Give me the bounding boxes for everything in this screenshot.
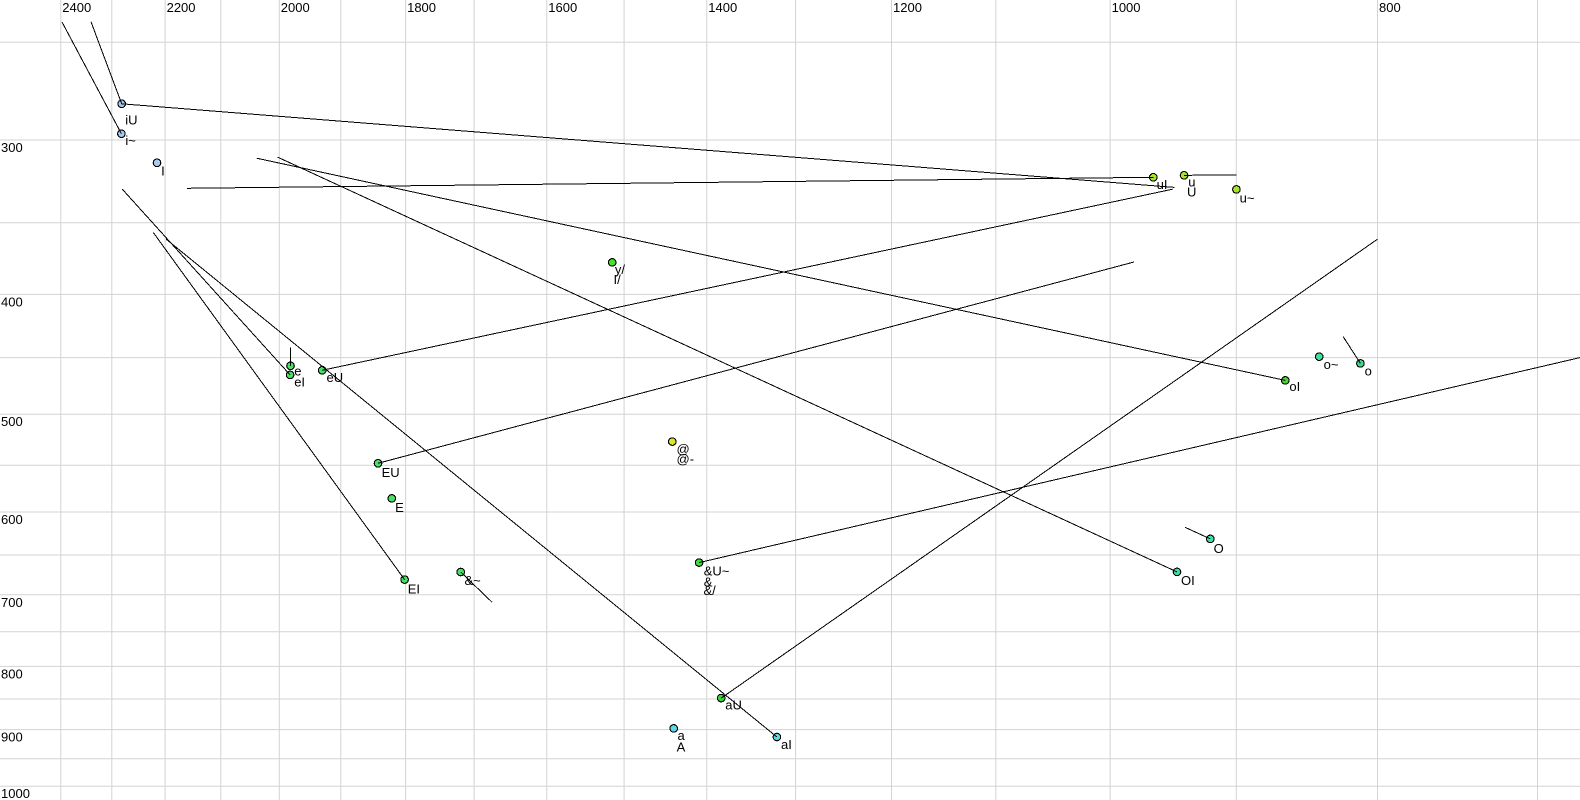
svg-text:&: &: [704, 574, 713, 589]
svg-text:2200: 2200: [167, 0, 196, 15]
svg-text:1000: 1000: [1, 786, 30, 800]
svg-text:&~: &~: [465, 573, 482, 588]
svg-text:@: @: [677, 442, 690, 457]
svg-text:800: 800: [1379, 0, 1401, 15]
svg-text:1800: 1800: [407, 0, 436, 15]
svg-text:800: 800: [1, 666, 23, 681]
svg-text:1600: 1600: [548, 0, 577, 15]
svg-text:a: a: [678, 728, 686, 743]
svg-text:i~: i~: [125, 133, 136, 148]
svg-text:1000: 1000: [1112, 0, 1141, 15]
svg-text:EI: EI: [408, 582, 420, 597]
svg-text:&U~: &U~: [704, 564, 730, 579]
svg-text:e: e: [294, 364, 301, 379]
svg-text:iU: iU: [125, 113, 137, 128]
svg-text:uI: uI: [1157, 177, 1168, 192]
svg-text:500: 500: [1, 414, 23, 429]
svg-text:u~: u~: [1240, 191, 1255, 206]
svg-text:I/: I/: [614, 272, 622, 287]
svg-text:O: O: [1214, 541, 1224, 556]
svg-text:eI: eI: [294, 374, 305, 389]
svg-text:u: u: [1188, 174, 1195, 189]
svg-text:@-: @-: [677, 451, 695, 466]
svg-text:900: 900: [1, 730, 23, 745]
svg-text:o~: o~: [1324, 357, 1339, 372]
svg-text:A: A: [677, 740, 686, 755]
svg-text:eU: eU: [327, 370, 344, 385]
svg-text:aI: aI: [781, 737, 792, 752]
svg-text:1400: 1400: [708, 0, 737, 15]
svg-text:2000: 2000: [281, 0, 310, 15]
svg-text:U: U: [1187, 185, 1196, 200]
svg-text:y/: y/: [615, 262, 626, 277]
svg-text:2400: 2400: [62, 0, 91, 15]
svg-text:E: E: [395, 500, 404, 515]
svg-text:600: 600: [1, 512, 23, 527]
svg-text:aU: aU: [725, 698, 742, 713]
svg-text:700: 700: [1, 595, 23, 610]
svg-text:&/: &/: [704, 583, 717, 598]
svg-text:300: 300: [1, 140, 23, 155]
svg-text:400: 400: [1, 294, 23, 309]
svg-text:EU: EU: [382, 465, 400, 480]
svg-text:oI: oI: [1289, 379, 1300, 394]
svg-text:OI: OI: [1181, 573, 1195, 588]
svg-text:I: I: [161, 164, 165, 179]
svg-text:o: o: [1365, 363, 1372, 378]
svg-text:1200: 1200: [893, 0, 922, 15]
